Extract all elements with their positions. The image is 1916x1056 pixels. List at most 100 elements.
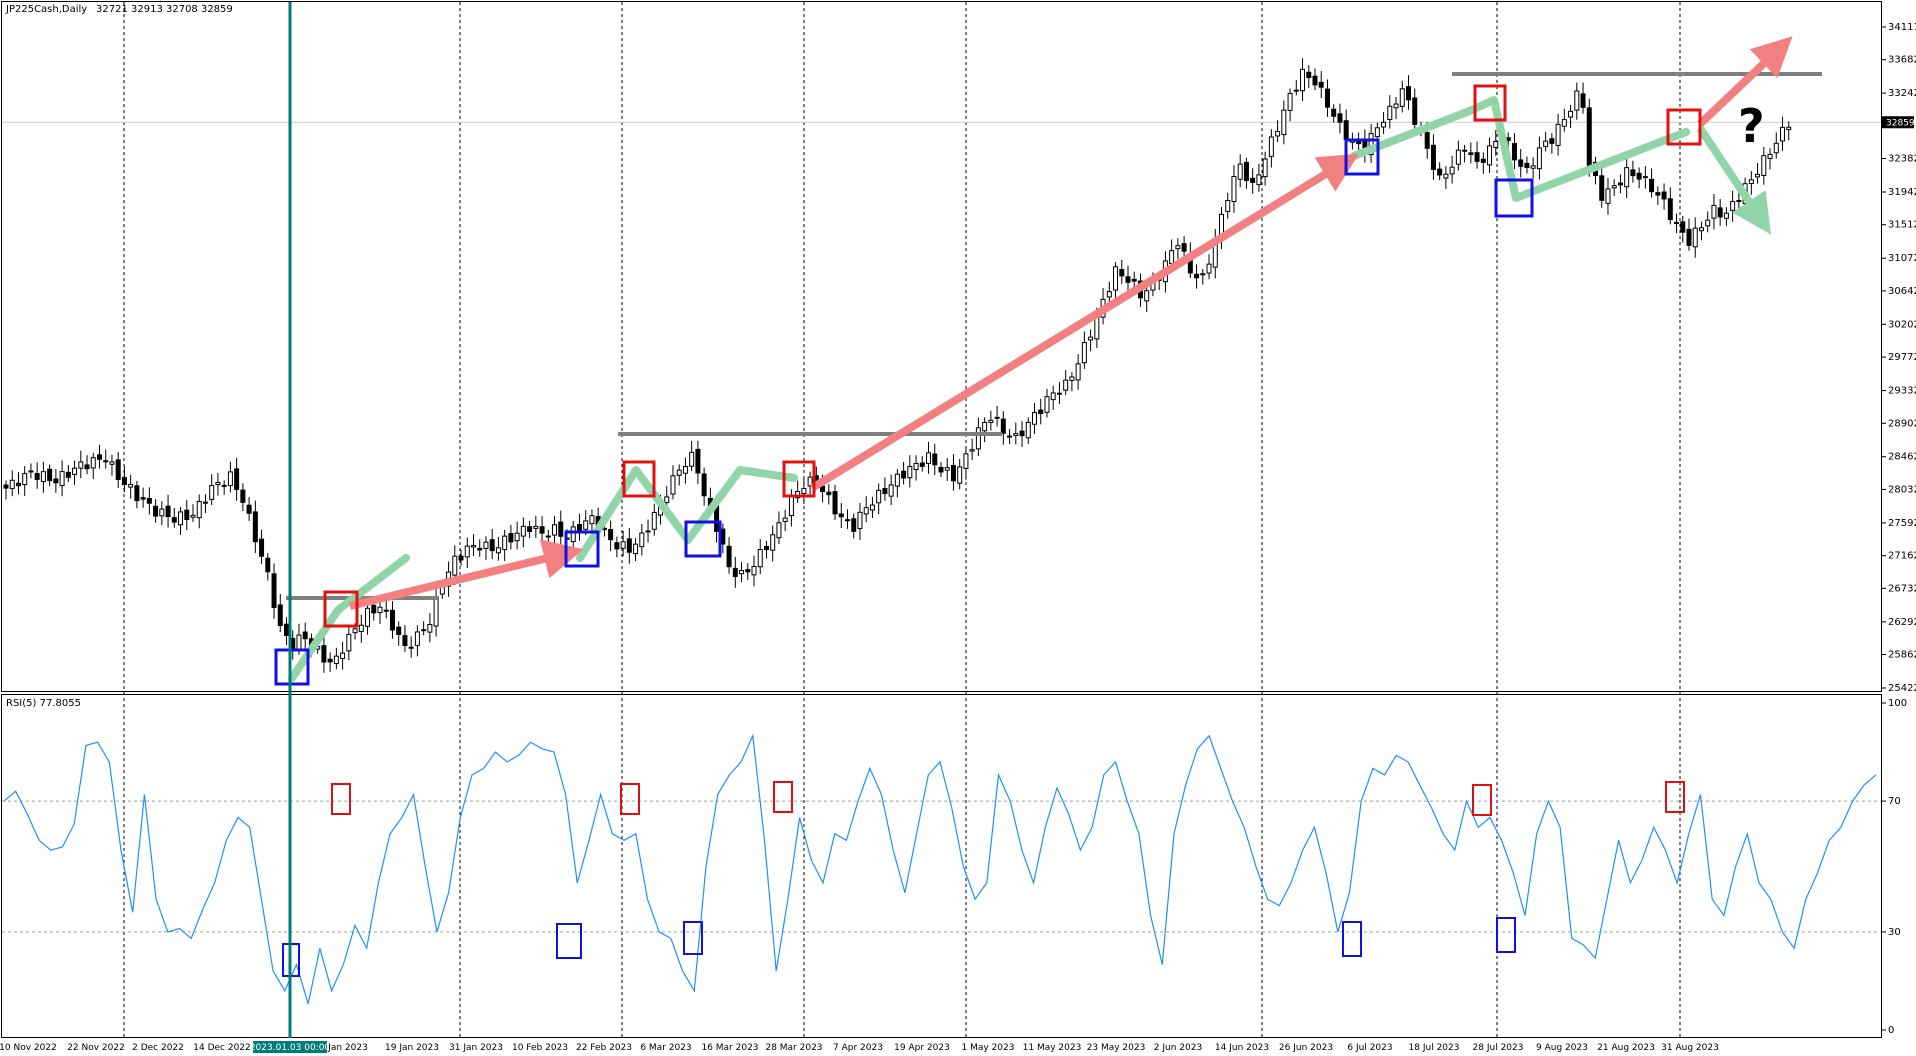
candle-body xyxy=(1780,126,1785,142)
candle-body xyxy=(963,453,969,469)
candle-body xyxy=(1324,88,1330,108)
candle-body xyxy=(352,628,358,634)
swing-low-box xyxy=(564,530,600,568)
candle-body xyxy=(296,634,302,650)
candle-body xyxy=(1131,278,1137,282)
candle-body xyxy=(589,515,595,525)
candle-body xyxy=(1568,110,1574,118)
rsi-line xyxy=(3,733,1877,1004)
candle-body xyxy=(676,469,682,476)
candle-body xyxy=(146,497,152,504)
candle-body xyxy=(121,477,127,485)
annotations xyxy=(274,2,1822,1038)
date-tick-label: 26 Jun 2023 xyxy=(1279,1043,1333,1053)
candle-body xyxy=(1318,81,1324,88)
date-tick-label: 14 Dec 2022 xyxy=(193,1043,251,1053)
red-trend-arrow xyxy=(1697,36,1793,127)
candle-body xyxy=(863,507,869,515)
candle-body xyxy=(576,524,582,532)
candle-body xyxy=(1430,144,1436,170)
candle-body xyxy=(115,459,121,480)
candle-body xyxy=(178,511,184,526)
date-tick-label: 19 Jan 2023 xyxy=(385,1043,439,1053)
candle-body xyxy=(763,545,769,551)
date-tick-label: 6 Mar 2023 xyxy=(640,1043,691,1053)
candle-body xyxy=(9,479,15,489)
candle-body xyxy=(252,511,258,543)
candle-body xyxy=(327,658,333,663)
date-tick-label: 16 Mar 2023 xyxy=(701,1043,758,1053)
price-tick-label: 32382 xyxy=(1888,154,1916,165)
candle-body xyxy=(539,526,545,534)
red-trend-arrow xyxy=(349,539,584,610)
candle-body xyxy=(396,626,402,635)
candle-body xyxy=(1181,243,1187,252)
rsi-oversold-box xyxy=(1496,917,1516,953)
candle-body xyxy=(502,535,508,551)
candle-body xyxy=(433,596,439,627)
candle-body xyxy=(53,478,59,484)
candle-body xyxy=(128,484,134,488)
candle-body xyxy=(1549,138,1555,144)
date-tick-label: 6 Jul 2023 xyxy=(1347,1043,1392,1053)
candle-body xyxy=(1032,412,1037,425)
candle-body xyxy=(265,557,271,573)
candle-body xyxy=(84,464,90,470)
candle-body xyxy=(458,555,464,561)
rsi-pane xyxy=(1,694,1882,1038)
candle-body xyxy=(489,539,495,552)
candle-body xyxy=(726,545,732,568)
price-tick-label: 34111 xyxy=(1888,22,1916,33)
candle-body xyxy=(1686,228,1692,246)
candle-body xyxy=(1056,392,1062,395)
candle-body xyxy=(78,461,84,469)
candle-body xyxy=(383,609,389,612)
candle-body xyxy=(1206,263,1212,274)
current-price-box xyxy=(1882,116,1914,129)
price-tick-label: 33242 xyxy=(1888,88,1916,99)
candle-body xyxy=(832,491,838,515)
candle-body xyxy=(1038,409,1044,415)
candle-body xyxy=(1455,149,1461,165)
candle-body xyxy=(1287,92,1293,111)
date-tick-label: 21 Aug 2023 xyxy=(1597,1043,1655,1053)
candle-body xyxy=(845,519,850,522)
candle-body xyxy=(570,526,576,543)
candle-body xyxy=(1511,143,1517,161)
candle-body xyxy=(1075,363,1081,381)
date-tick-label: 2 Jun 2023 xyxy=(1154,1043,1202,1053)
candle-body xyxy=(408,646,414,649)
candle-body xyxy=(1680,221,1686,233)
candle-body xyxy=(171,517,177,523)
candle-body xyxy=(1630,169,1636,177)
candle-body xyxy=(1636,172,1642,180)
rsi-overbought-box xyxy=(620,783,640,815)
candle-body xyxy=(1306,71,1312,78)
candle-body xyxy=(670,475,676,495)
candle-body xyxy=(745,569,751,573)
candle-body xyxy=(1642,176,1648,179)
candle-body xyxy=(1169,250,1175,264)
candle-body xyxy=(1698,227,1704,232)
swing-high-box xyxy=(323,590,359,628)
rsi-oversold-box xyxy=(556,923,582,959)
candle-body xyxy=(1705,219,1711,227)
candle-body xyxy=(477,547,483,551)
candle-body xyxy=(1343,120,1349,140)
price-tick-label: 29772 xyxy=(1888,352,1916,363)
rsi-series-line xyxy=(3,733,1877,1004)
candle-body xyxy=(757,549,763,568)
candle-body xyxy=(28,470,34,473)
red-trend-arrow xyxy=(809,153,1360,492)
candle-body xyxy=(957,466,963,484)
candle-body xyxy=(1019,430,1025,437)
candle-body xyxy=(159,508,165,517)
candle-body xyxy=(1231,176,1237,202)
candle-body xyxy=(807,476,813,487)
candle-body xyxy=(926,452,932,464)
candle-body xyxy=(1624,167,1630,188)
candle-body xyxy=(1387,105,1393,121)
